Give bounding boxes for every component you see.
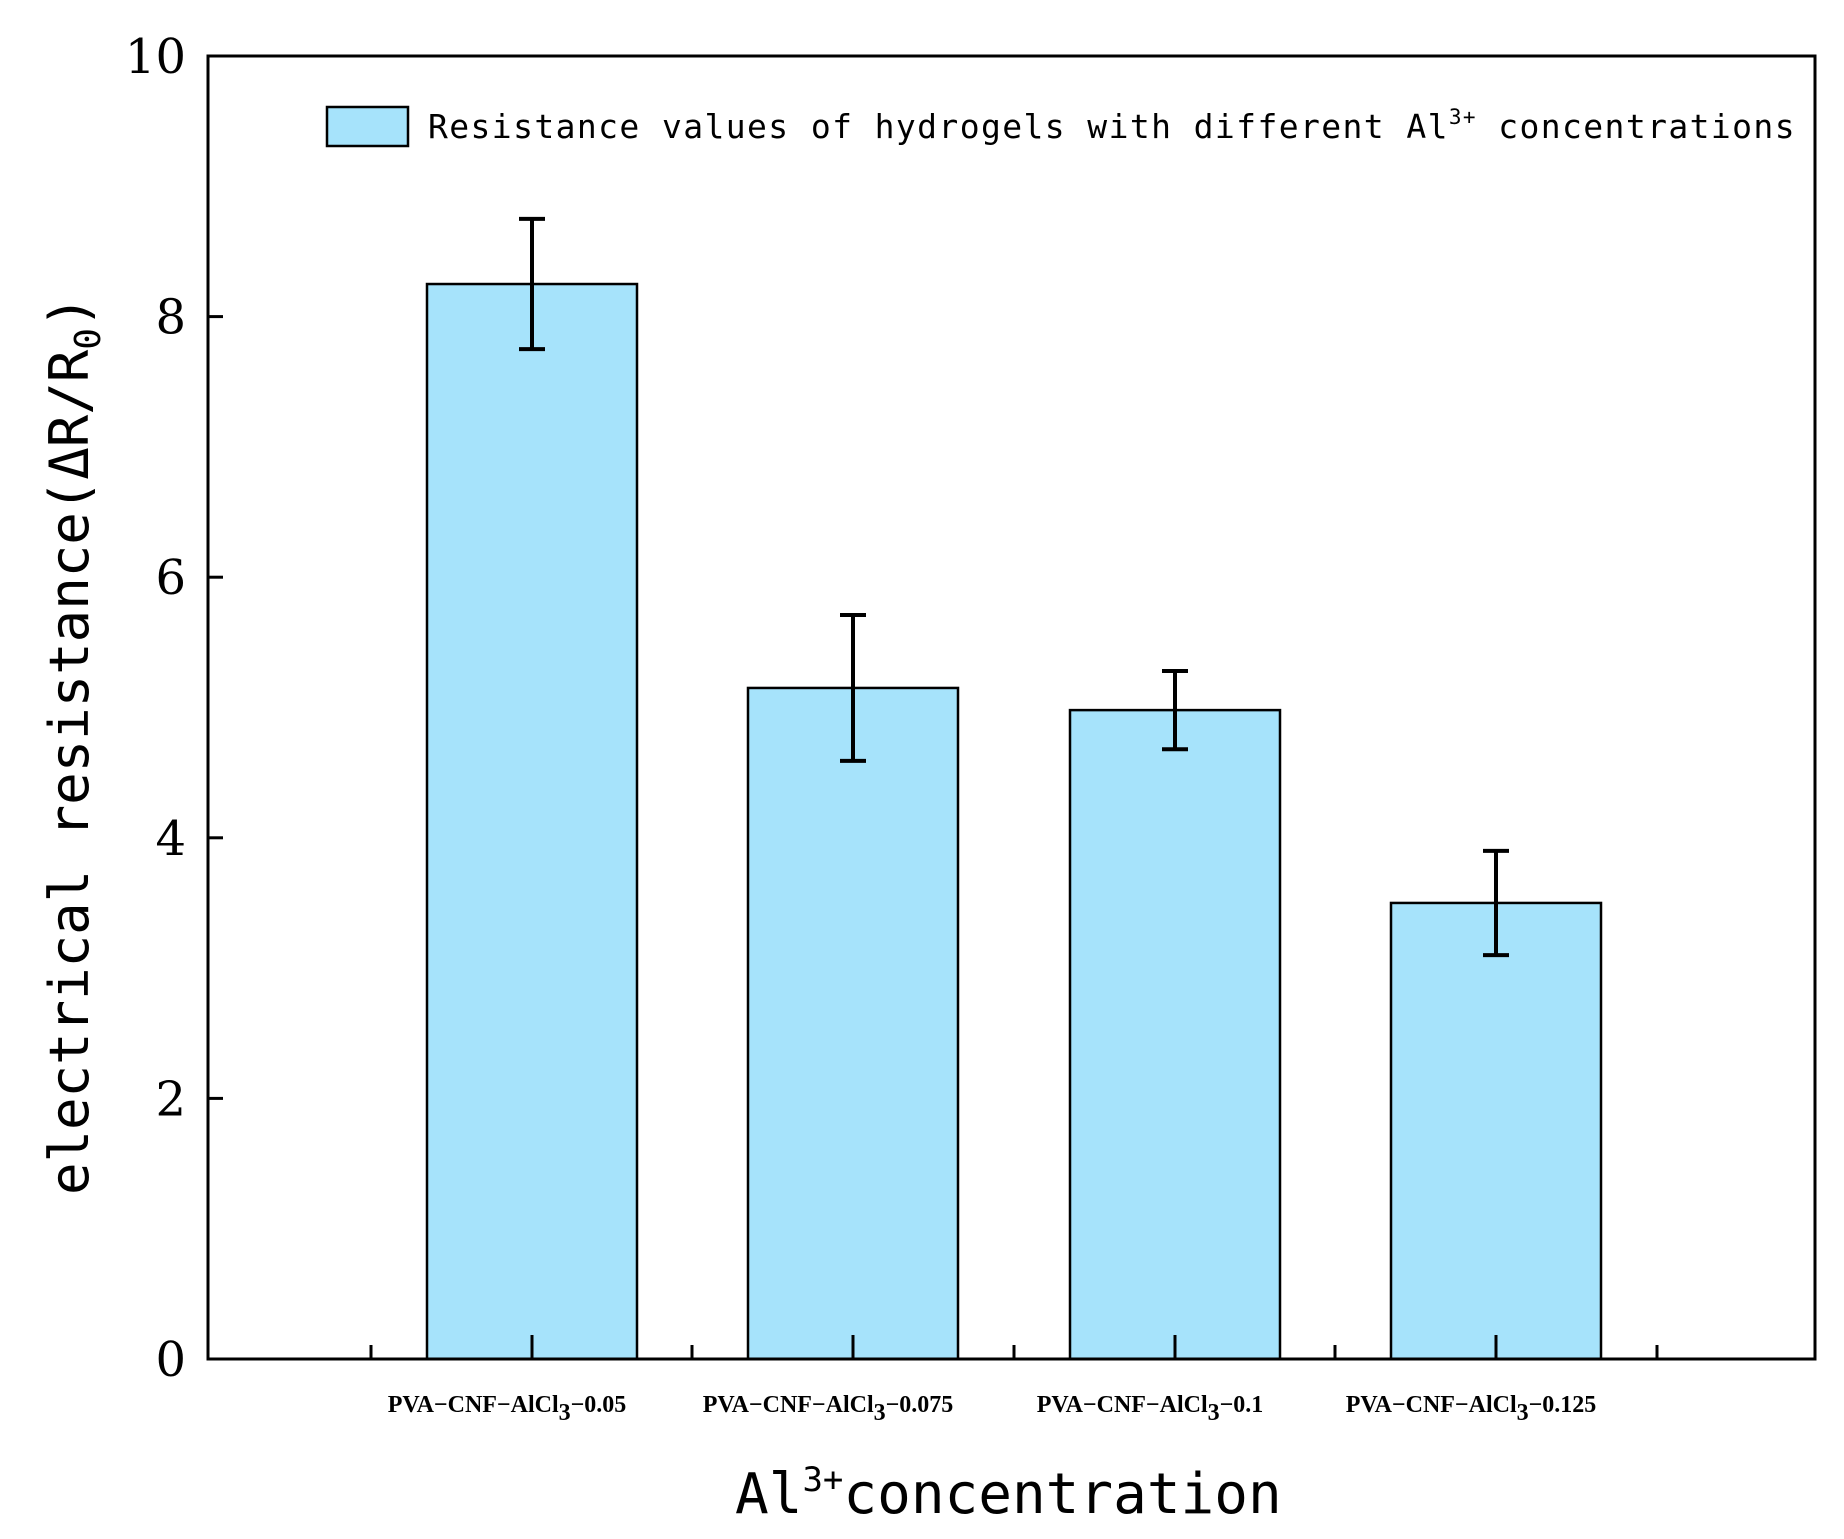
x-tick-label-sub: 3	[559, 1400, 571, 1426]
x-tick-label-suffix: −0.1	[1220, 1392, 1264, 1418]
plot-frame	[206, 54, 1817, 1361]
x-tick-label-4: PVA−CNF−AlCl3−0.125	[1346, 1392, 1597, 1426]
y-tick-label-6: 6	[155, 550, 186, 606]
bar-1	[425, 282, 639, 1361]
y-tick-label-2: 2	[155, 1071, 186, 1127]
x-tick-label-base: PVA−CNF−AlCl	[703, 1392, 874, 1418]
x-tick-label-sub: 3	[1517, 1400, 1529, 1426]
x-axis-label-rest: concentration	[843, 1462, 1281, 1527]
x-tick-label-sub: 3	[1208, 1400, 1220, 1426]
y-tick-label-4: 4	[155, 811, 186, 867]
x-tick-label-sub: 3	[874, 1400, 886, 1426]
legend-sup: 3+	[1449, 105, 1477, 129]
x-tick-label-base: PVA−CNF−AlCl	[1346, 1392, 1517, 1418]
x-tick-label-base: PVA−CNF−AlCl	[1037, 1392, 1208, 1418]
bar-3	[1068, 708, 1282, 1361]
legend: Resistance values of hydrogels with diff…	[325, 105, 1796, 148]
x-tick-label-3: PVA−CNF−AlCl3−0.1	[1037, 1392, 1264, 1426]
x-tick-label-base: PVA−CNF−AlCl	[388, 1392, 559, 1418]
legend-label: Resistance values of hydrogels with diff…	[428, 105, 1796, 146]
y-axis: 0 2 4 6 8 10	[125, 29, 223, 1388]
x-tick-label-2: PVA−CNF−AlCl3−0.075	[703, 1392, 954, 1426]
bar-2	[746, 686, 960, 1361]
y-axis-label: electrical resistance(ΔR/R0)	[38, 296, 109, 1195]
x-axis-label: Al3+concentration	[735, 1460, 1282, 1527]
x-axis-label-sup: 3+	[802, 1460, 843, 1500]
y-axis-label-close: )	[38, 296, 101, 329]
y-axis-label-sub: 0	[68, 328, 109, 350]
y-axis-label-text: electrical resistance(ΔR/R	[38, 349, 101, 1195]
x-tick-label-1: PVA−CNF−AlCl3−0.05	[388, 1392, 627, 1426]
y-tick-label-8: 8	[155, 290, 186, 346]
x-tick-label-suffix: −0.125	[1529, 1392, 1597, 1418]
legend-swatch	[325, 105, 410, 148]
y-tick-label-0: 0	[155, 1332, 186, 1388]
bar-4	[1389, 901, 1603, 1361]
legend-text-before: Resistance values of hydrogels with diff…	[428, 107, 1449, 146]
x-axis: PVA−CNF−AlCl3−0.05 PVA−CNF−AlCl3−0.075 PVA…	[369, 1335, 1659, 1426]
x-axis-label-base: Al	[735, 1462, 802, 1527]
x-tick-label-suffix: −0.075	[886, 1392, 954, 1418]
bars-layer	[425, 282, 1603, 1361]
error-bars-layer	[519, 216, 1509, 958]
y-tick-label-10: 10	[125, 29, 186, 85]
x-tick-label-suffix: −0.05	[571, 1392, 627, 1418]
legend-text-after: concentrations	[1477, 107, 1796, 146]
